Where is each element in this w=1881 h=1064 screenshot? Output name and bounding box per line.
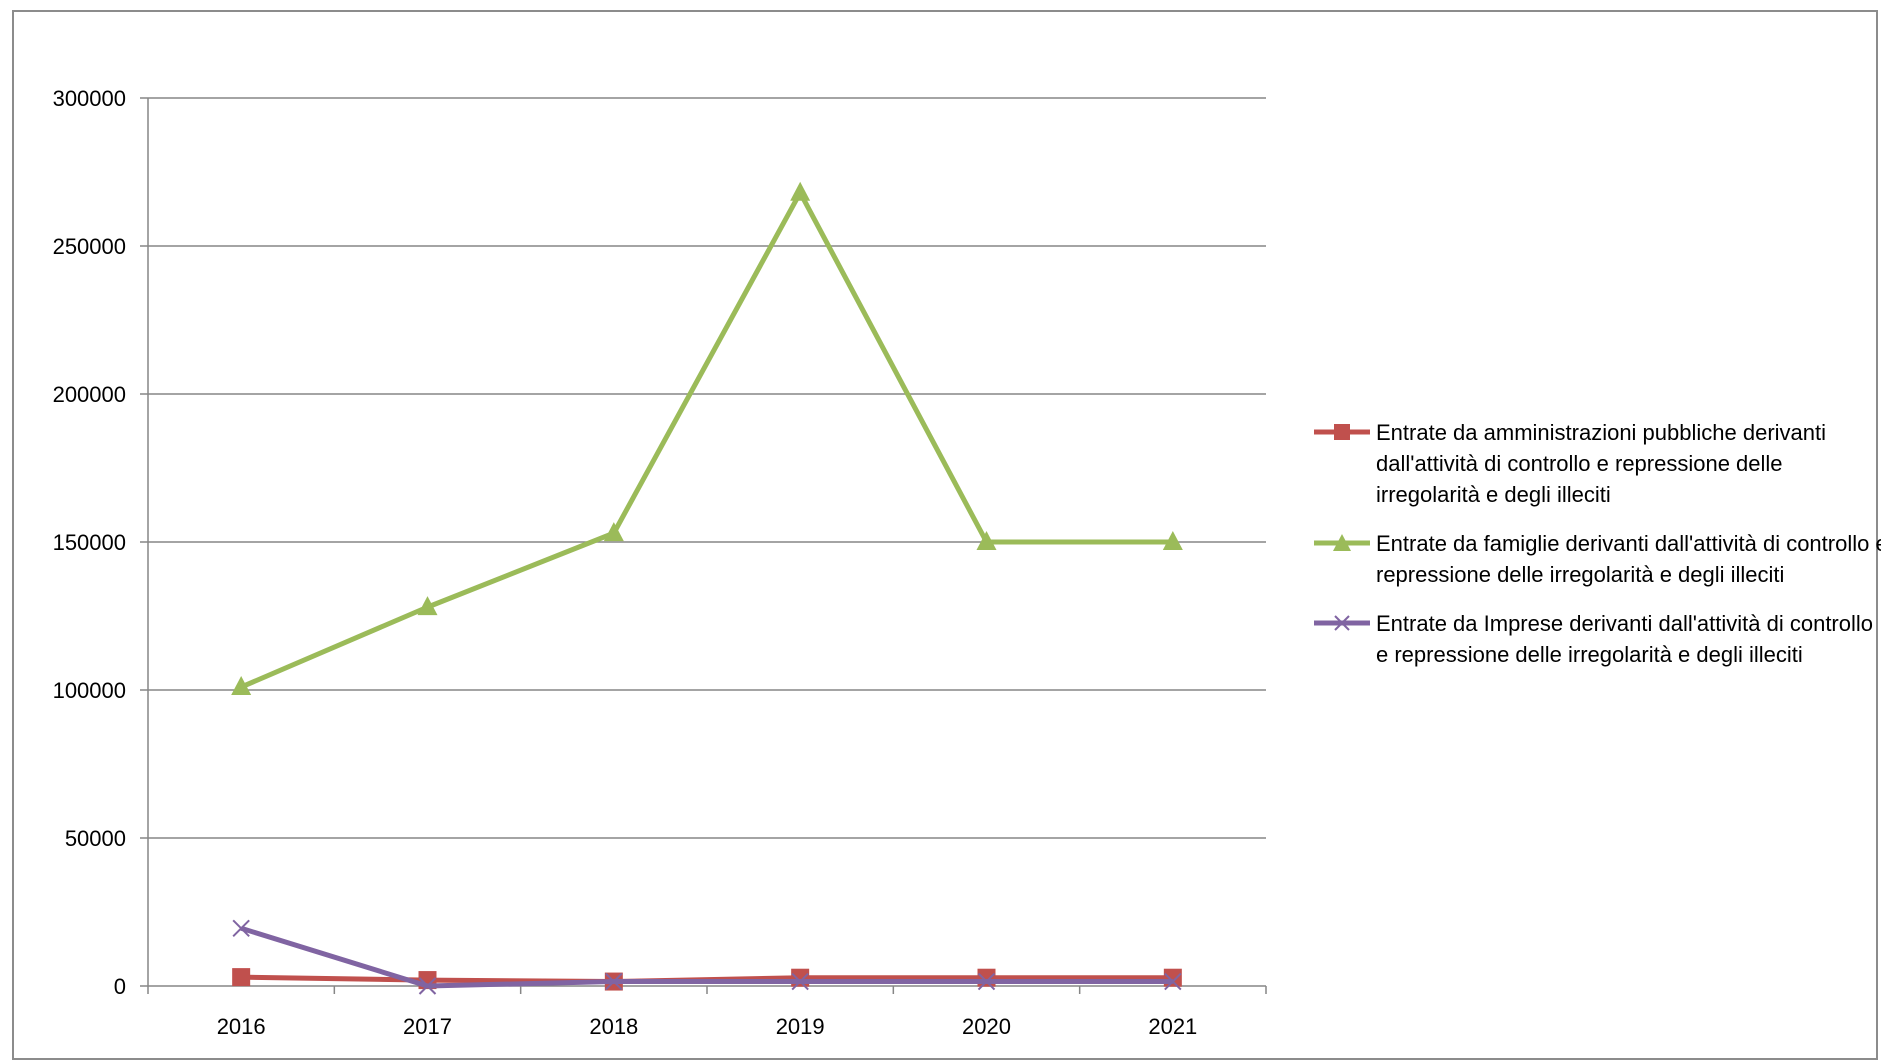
data-point-square xyxy=(232,968,251,987)
data-point-x xyxy=(791,972,809,991)
data-point-x-stroke xyxy=(977,972,996,991)
y-tick-label: 250000 xyxy=(53,234,126,259)
tick-labels: 0 50000 100000 150000 200000 250000 300000 2016… xyxy=(53,86,1198,1039)
legend-item-series-0: Entrate da amministrazioni pubbliche der… xyxy=(1314,417,1881,510)
legend-label: Entrate da famiglie derivanti dall'attiv… xyxy=(1376,531,1881,587)
data-point-x-stroke xyxy=(605,972,623,991)
data-point-x xyxy=(232,919,250,937)
x-tick-label: 2017 xyxy=(403,1014,452,1039)
data-point-x-stroke xyxy=(418,977,437,995)
y-tick-label: 100000 xyxy=(53,678,126,703)
data-point-x xyxy=(977,972,996,991)
chart-frame: 0 50000 100000 150000 200000 250000 300000 2016… xyxy=(12,10,1881,1060)
series-2 xyxy=(232,919,1182,995)
y-tick-label: 50000 xyxy=(65,826,126,851)
x-tick-label: 2019 xyxy=(776,1014,825,1039)
data-point-x-stroke xyxy=(791,972,809,991)
y-tick-label: 150000 xyxy=(53,530,126,555)
y-tick-label: 300000 xyxy=(53,86,126,111)
legend-swatch-x-icon xyxy=(1314,615,1370,631)
data-point-x xyxy=(418,977,437,995)
data-point-triangle xyxy=(417,596,438,616)
data-point-triangle xyxy=(231,676,252,696)
legend: Entrate da amministrazioni pubbliche der… xyxy=(1314,417,1881,688)
y-tick-label: 0 xyxy=(114,974,126,999)
y-tick-label: 200000 xyxy=(53,382,126,407)
data-point-x xyxy=(605,972,623,991)
series-lines xyxy=(231,181,1183,995)
series-1 xyxy=(231,181,1183,696)
data-point-triangle xyxy=(603,522,624,542)
series-line xyxy=(240,190,1173,690)
x-tick-label: 2021 xyxy=(1148,1014,1197,1039)
data-point-x xyxy=(1164,972,1182,991)
legend-label: Entrate da amministrazioni pubbliche der… xyxy=(1376,420,1827,507)
x-tick-label: 2018 xyxy=(589,1014,638,1039)
data-point-x-stroke xyxy=(1164,972,1182,991)
legend-label: Entrate da Imprese derivanti dall'attivi… xyxy=(1376,611,1874,667)
axes xyxy=(140,97,1267,994)
x-tick-label: 2020 xyxy=(962,1014,1011,1039)
data-point-triangle xyxy=(1162,531,1183,550)
data-point-triangle xyxy=(790,181,811,201)
legend-item-series-1: Entrate da famiglie derivanti dall'attiv… xyxy=(1314,528,1881,590)
series-line xyxy=(240,925,1173,989)
gridlines xyxy=(148,97,1266,839)
data-point-triangle xyxy=(976,531,997,550)
line-chart: 0 50000 100000 150000 200000 250000 300000 2016… xyxy=(53,86,1267,1039)
legend-item-series-2: Entrate da Imprese derivanti dall'attivi… xyxy=(1314,608,1881,670)
legend-swatch-triangle-icon xyxy=(1314,534,1370,551)
data-point-x-stroke xyxy=(232,919,250,937)
x-tick-label: 2016 xyxy=(217,1014,266,1039)
legend-swatch-square-icon xyxy=(1314,424,1370,440)
